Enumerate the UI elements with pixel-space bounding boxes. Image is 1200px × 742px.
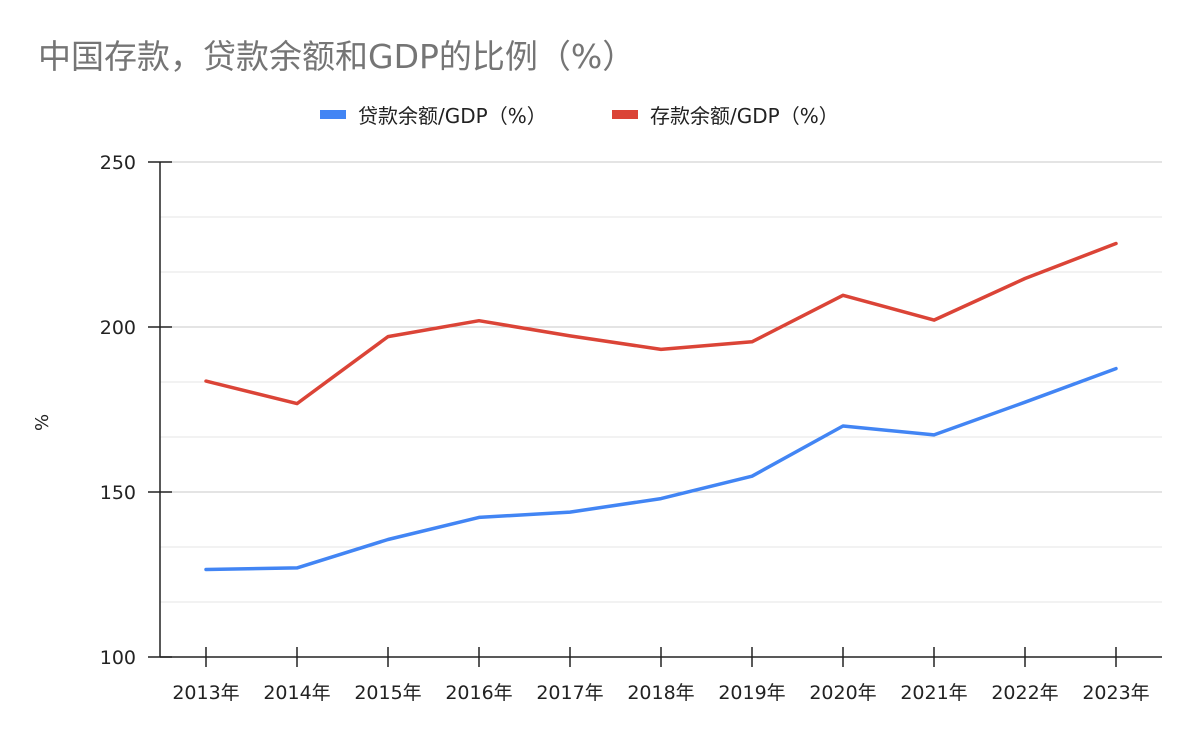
legend-label-loans: 贷款余额/GDP（%） (358, 104, 547, 128)
legend-swatch-deposits (612, 110, 638, 119)
legend-item-deposits[interactable]: 存款余额/GDP（%） (612, 100, 839, 129)
axes (159, 162, 1162, 658)
x-tick-label: 2013年 (172, 682, 239, 704)
series-lines (204, 241, 1118, 572)
series-line-1 (204, 241, 1118, 406)
x-tick-label: 2023年 (1082, 682, 1149, 704)
x-tick-label: 2015年 (354, 682, 421, 704)
x-tick-label: 2018年 (627, 682, 694, 704)
x-tick-label: 2021年 (900, 682, 967, 704)
y-tick-label: 150 (100, 482, 136, 504)
legend: 贷款余额/GDP（%） 存款余额/GDP（%） (0, 100, 1200, 128)
y-tick-label: 200 (100, 317, 136, 339)
chart-title: 中国存款，贷款余额和GDP的比例（%） (38, 37, 636, 76)
y-tick-label: 250 (100, 152, 136, 174)
x-tick-label: 2017年 (536, 682, 603, 704)
y-tick-label: 100 (100, 647, 136, 669)
y-ticks: 100 150 200 250 (100, 152, 172, 669)
x-tick-label: 2016年 (445, 682, 512, 704)
x-tick-label: 2022年 (991, 682, 1058, 704)
x-tick-label: 2014年 (263, 682, 330, 704)
legend-item-loans[interactable]: 贷款余额/GDP（%） (320, 100, 547, 129)
x-ticks: 2013年 2014年 2015年 2016年 2017年 2018年 2019年 2020年… (172, 647, 1150, 704)
series-line-0 (204, 366, 1118, 572)
legend-label-deposits: 存款余额/GDP（%） (650, 104, 839, 128)
legend-swatch-loans (320, 110, 346, 119)
gridlines (160, 161, 1162, 603)
x-tick-label: 2019年 (718, 682, 785, 704)
x-tick-label: 2020年 (809, 682, 876, 704)
